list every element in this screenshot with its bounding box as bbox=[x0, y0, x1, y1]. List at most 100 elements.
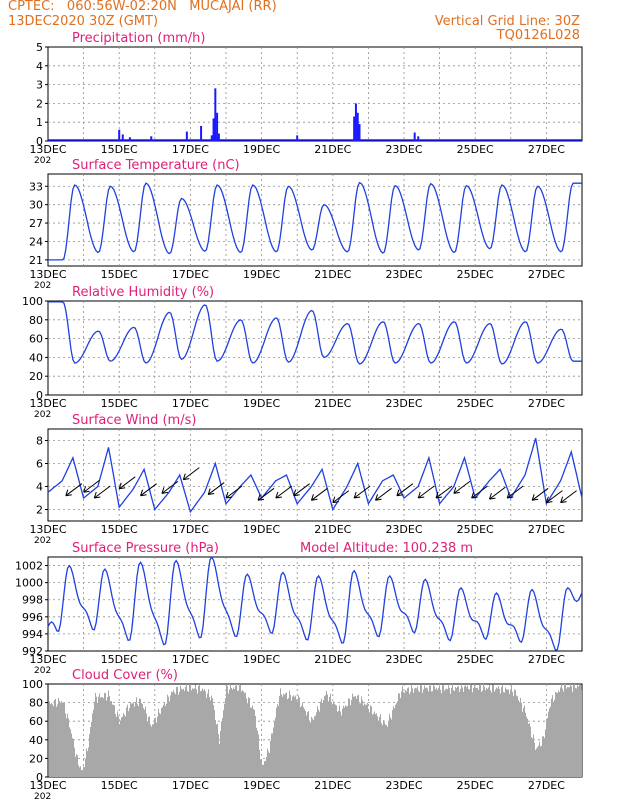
cloud-bar bbox=[149, 716, 150, 777]
cloud-bar bbox=[523, 707, 524, 777]
cloud-bar bbox=[493, 685, 494, 777]
x-year-fragment: 202 bbox=[34, 281, 51, 291]
cloud-bar bbox=[380, 714, 381, 777]
cloud-bar bbox=[162, 706, 163, 777]
cloud-bar bbox=[504, 692, 505, 777]
x-year-fragment: 202 bbox=[34, 792, 51, 800]
cloud-bar bbox=[352, 693, 353, 777]
cloud-bar bbox=[395, 704, 396, 777]
cloud-bar bbox=[495, 689, 496, 777]
cloud-bar bbox=[524, 705, 525, 777]
cloud-bar bbox=[182, 689, 183, 777]
cloud-bar bbox=[196, 689, 197, 777]
cloud-bar bbox=[178, 694, 179, 777]
cloud-bar bbox=[100, 697, 101, 777]
cloud-bar bbox=[513, 696, 514, 777]
cloud-bar bbox=[299, 697, 300, 777]
y-tick-label: 27 bbox=[29, 217, 43, 230]
cloud-bar bbox=[210, 700, 211, 777]
cloud-bar bbox=[263, 764, 264, 777]
cloud-bar bbox=[353, 696, 354, 777]
x-tick-label: 17DEC bbox=[172, 143, 209, 156]
x-tick-label: 15DEC bbox=[101, 779, 138, 792]
cloud-bar bbox=[447, 689, 448, 777]
cloud-bar bbox=[50, 704, 51, 777]
cloud-bar bbox=[294, 697, 295, 777]
cloud-bar bbox=[494, 691, 495, 777]
cloud-bar bbox=[276, 707, 277, 777]
cloud-bar bbox=[399, 693, 400, 777]
cloud-bar bbox=[429, 685, 430, 777]
cloud-bar bbox=[318, 709, 319, 777]
cloud-bar bbox=[120, 720, 121, 777]
cloud-bar bbox=[327, 694, 328, 777]
cloud-bar bbox=[106, 700, 107, 777]
cloud-bar bbox=[52, 704, 53, 777]
cloud-bar bbox=[139, 698, 140, 777]
cloud-bar bbox=[508, 689, 509, 777]
cloud-bar bbox=[365, 704, 366, 777]
cloud-bar bbox=[232, 689, 233, 777]
cloud-bar bbox=[304, 709, 305, 777]
cloud-bar bbox=[535, 749, 536, 777]
cloud-bar bbox=[127, 704, 128, 777]
cloud-bar bbox=[555, 691, 556, 777]
cloud-bar bbox=[268, 751, 269, 777]
cloud-bar bbox=[390, 717, 391, 777]
cloud-bar bbox=[140, 698, 141, 777]
cloud-bar bbox=[90, 727, 91, 777]
wind-arrow-head bbox=[375, 494, 382, 501]
x-tick-label: 13DEC bbox=[29, 268, 66, 281]
cloud-bar bbox=[434, 686, 435, 777]
cloud-bar bbox=[576, 688, 577, 777]
cloud-bar bbox=[49, 701, 50, 777]
cloud-bar bbox=[277, 704, 278, 777]
cloud-bar bbox=[175, 694, 176, 777]
cloud-bar bbox=[146, 713, 147, 777]
cloud-bar bbox=[216, 724, 217, 777]
wind-arrow-head bbox=[83, 486, 90, 493]
cloud-bar bbox=[389, 713, 390, 777]
cloud-bar bbox=[372, 714, 373, 777]
cloud-bar bbox=[108, 690, 109, 777]
cloud-bar bbox=[373, 713, 374, 777]
cloud-bar bbox=[440, 689, 441, 777]
wind-arrow bbox=[140, 483, 157, 497]
plot-frame bbox=[47, 428, 583, 522]
cloud-bar bbox=[206, 697, 207, 777]
cloud-bar bbox=[496, 687, 497, 777]
y-tick-label: 1002 bbox=[15, 560, 43, 573]
cloud-bar bbox=[317, 706, 318, 777]
cloud-bar bbox=[180, 685, 181, 777]
wind-arrow-head bbox=[207, 488, 215, 496]
cloud-bar bbox=[243, 691, 244, 777]
cloud-bar bbox=[99, 693, 100, 777]
cloud-bar bbox=[405, 690, 406, 777]
y-tick-label: 24 bbox=[29, 235, 43, 248]
cloud-bar bbox=[413, 692, 414, 777]
cloud-bar bbox=[410, 691, 411, 777]
cloud-bar bbox=[156, 722, 157, 777]
cloud-bar bbox=[255, 715, 256, 777]
series-line bbox=[48, 181, 582, 261]
x-tick-label: 13DEC bbox=[29, 779, 66, 792]
cloud-bar bbox=[85, 758, 86, 777]
cloud-bar bbox=[98, 696, 99, 777]
cloud-bar bbox=[292, 696, 293, 777]
cloud-bar bbox=[88, 747, 89, 777]
cloud-bar bbox=[364, 703, 365, 777]
cloud-bar bbox=[67, 713, 68, 777]
cloud-bar bbox=[478, 689, 479, 777]
cloud-bar bbox=[73, 739, 74, 777]
cloud-bar bbox=[174, 692, 175, 777]
precip-bar bbox=[128, 137, 131, 141]
x-tick-label: 19DEC bbox=[243, 653, 280, 666]
cloud-bar bbox=[313, 719, 314, 777]
cloud-bar bbox=[558, 690, 559, 777]
cloud-bar bbox=[344, 707, 345, 777]
x-tick-label: 17DEC bbox=[172, 268, 209, 281]
cloud-bar bbox=[398, 693, 399, 777]
cloud-bar bbox=[387, 726, 388, 777]
cloud-bar bbox=[65, 713, 66, 777]
header-station: CPTEC: 060:56W-02:20N MUCAJAI (RR) bbox=[8, 0, 277, 14]
